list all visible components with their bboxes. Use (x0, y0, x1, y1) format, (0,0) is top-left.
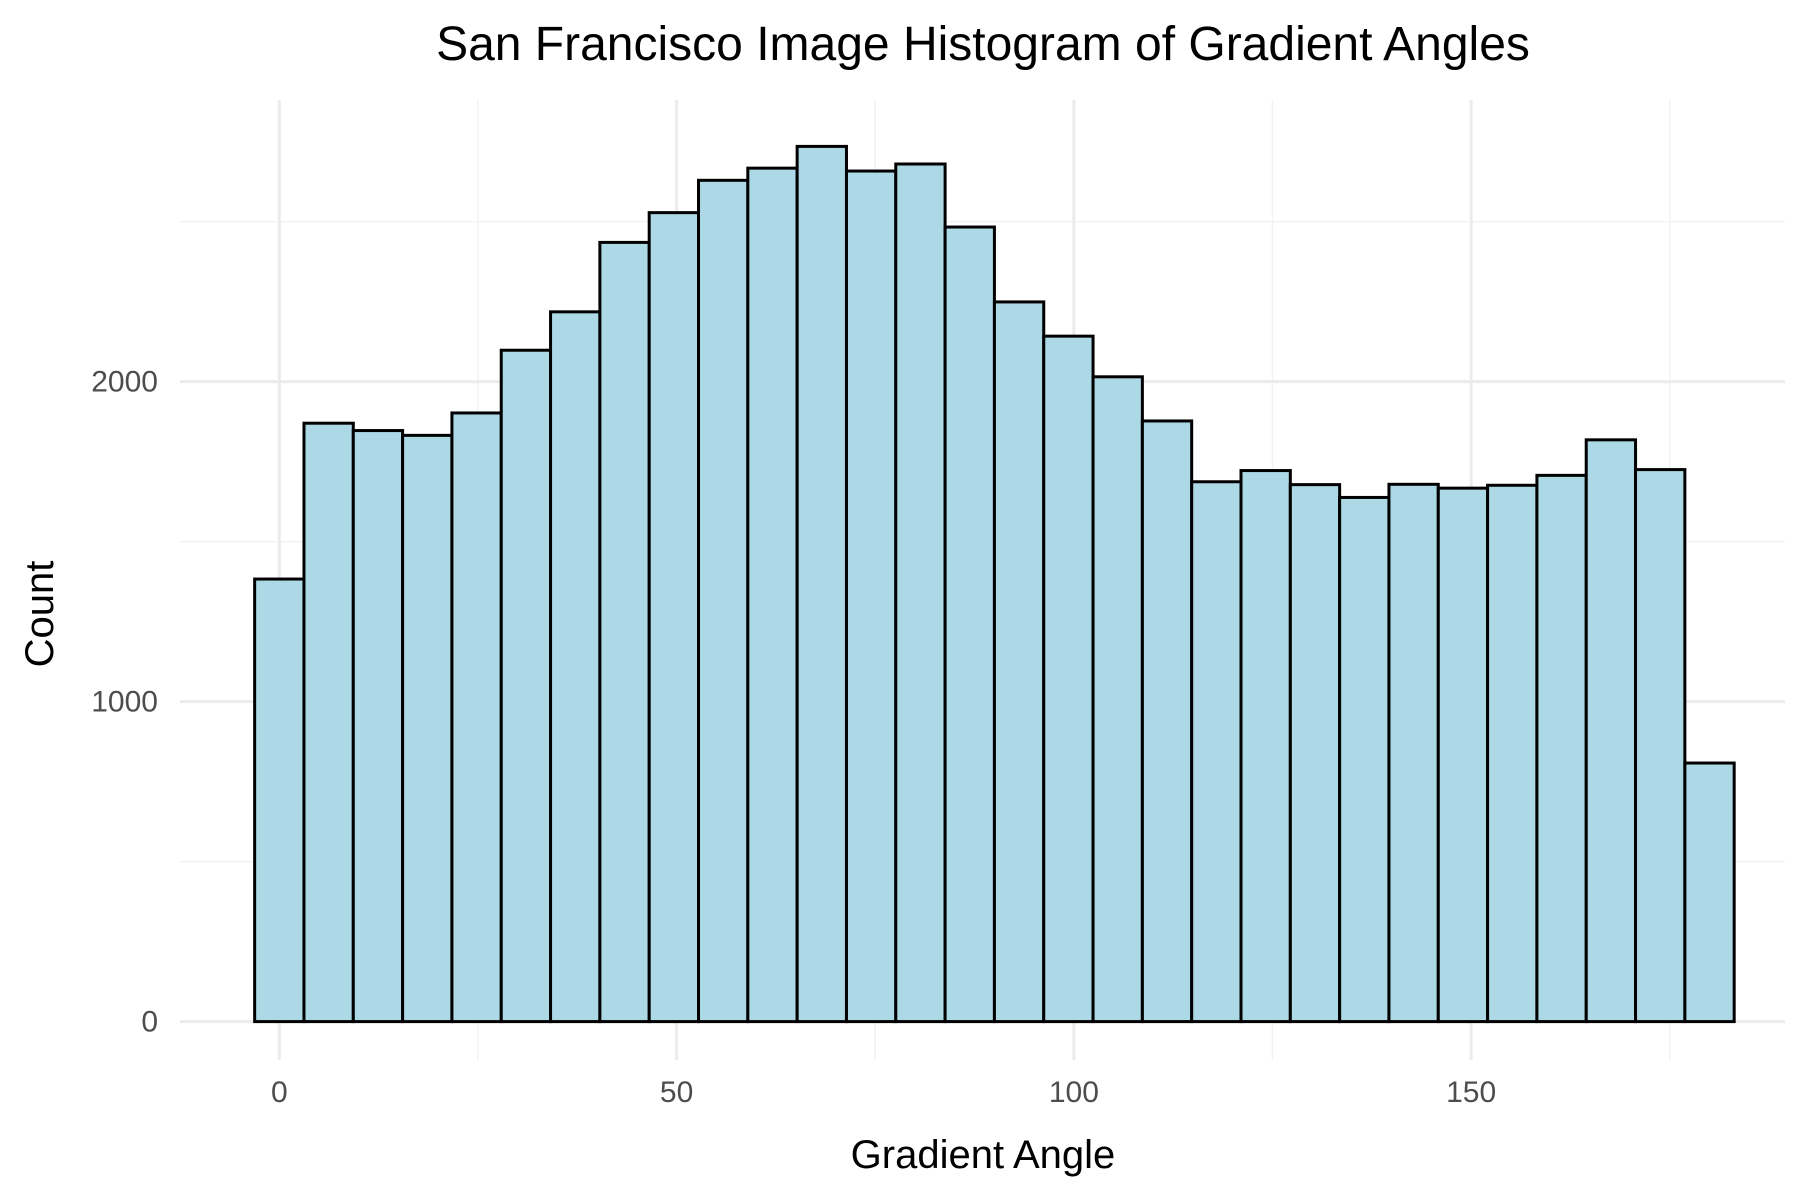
histogram-bar (351, 429, 405, 1024)
histogram-bar (302, 421, 355, 1024)
histogram-bar (1190, 480, 1243, 1024)
histogram-bar (1584, 438, 1638, 1024)
histogram-bar (1486, 483, 1539, 1024)
histogram-bar (992, 300, 1046, 1024)
histogram-bar (450, 411, 503, 1024)
histogram-bar (1436, 486, 1490, 1024)
histogram-bar (943, 225, 996, 1024)
x-axis-title: Gradient Angle (851, 1133, 1116, 1177)
histogram-bar (697, 178, 750, 1024)
x-tick-label: 0 (271, 1076, 288, 1109)
histogram-bar (401, 433, 454, 1024)
histogram-bar (499, 348, 553, 1024)
histogram-bar (1683, 761, 1736, 1024)
y-tick-label: 1000 (91, 686, 158, 719)
histogram-bar (1042, 334, 1095, 1024)
histogram-bar (894, 162, 947, 1024)
x-axis-ticks: 0 50 100 150 (271, 1076, 1496, 1109)
histogram-bar (1140, 419, 1194, 1024)
histogram-bar (1387, 482, 1440, 1024)
histogram-bar (1338, 495, 1391, 1024)
histogram-bar (1288, 483, 1342, 1024)
y-axis-ticks: 0 1000 2000 (91, 366, 158, 1039)
y-tick-label: 0 (141, 1006, 158, 1039)
histogram-bars (253, 144, 1736, 1024)
histogram-bar (1239, 469, 1292, 1024)
x-tick-label: 100 (1049, 1076, 1099, 1109)
histogram-bar (1535, 473, 1588, 1024)
chart-title: San Francisco Image Histogram of Gradien… (436, 18, 1530, 71)
histogram-bar (844, 169, 898, 1024)
histogram-bar (647, 211, 701, 1024)
histogram-bar (746, 166, 799, 1024)
y-axis-title: Count (18, 561, 62, 668)
histogram-bar (549, 310, 602, 1024)
histogram-bar (1091, 375, 1144, 1024)
histogram-bar (795, 144, 848, 1024)
histogram-bar (1634, 468, 1687, 1024)
y-tick-label: 2000 (91, 366, 158, 399)
x-tick-label: 150 (1446, 1076, 1496, 1109)
histogram-bar (598, 240, 651, 1024)
histogram-bar (253, 577, 306, 1024)
x-tick-label: 50 (660, 1076, 693, 1109)
